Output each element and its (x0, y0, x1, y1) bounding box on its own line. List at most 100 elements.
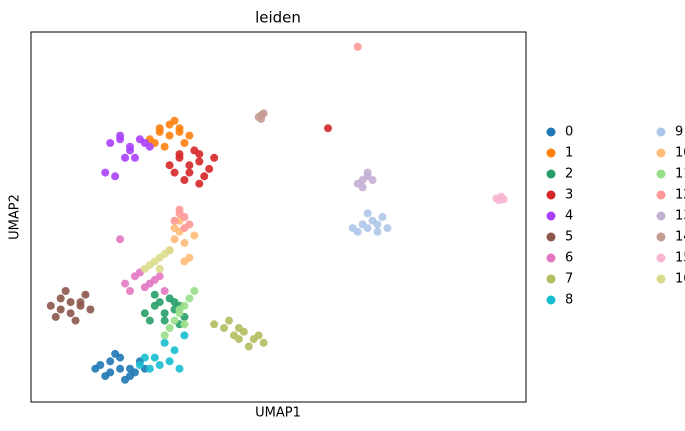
point (101, 372, 110, 381)
legend-label: 2 (565, 167, 573, 182)
legend-label: 15 (675, 251, 685, 266)
point (155, 264, 164, 273)
point (175, 150, 184, 159)
point (91, 364, 100, 373)
legend-label: 5 (565, 230, 573, 245)
legend-label: 14 (675, 230, 685, 245)
legend-label: 1 (565, 146, 573, 161)
legend-label: 8 (565, 293, 573, 308)
point (353, 227, 362, 236)
legend-label: 10 (675, 146, 685, 161)
point (130, 153, 139, 162)
point (56, 305, 65, 314)
point (185, 161, 194, 170)
point (121, 153, 130, 162)
legend-marker (656, 274, 666, 284)
point (180, 331, 189, 340)
point (170, 346, 179, 355)
legend-marker (656, 127, 666, 137)
legend-label: 12 (675, 188, 685, 203)
legend-marker (656, 190, 666, 200)
legend-label: 7 (565, 272, 573, 287)
point (254, 331, 263, 340)
point (180, 176, 189, 184)
point (180, 139, 189, 147)
point (185, 131, 194, 140)
point (140, 309, 149, 318)
point (150, 353, 159, 362)
point (363, 224, 372, 233)
point (225, 316, 233, 325)
point (106, 357, 115, 366)
legend-marker (546, 295, 556, 305)
point (353, 42, 362, 51)
point (116, 235, 125, 244)
point (244, 342, 253, 351)
point (101, 168, 110, 177)
point (190, 287, 199, 295)
plot-frame (30, 31, 527, 403)
point (165, 324, 174, 332)
point (165, 246, 174, 255)
point (259, 338, 268, 347)
point (116, 364, 125, 373)
point (170, 168, 179, 177)
point (180, 213, 189, 221)
point (160, 309, 169, 318)
legend-marker (546, 148, 556, 158)
point (205, 164, 214, 173)
y-axis-label: UMAP2 (8, 194, 23, 240)
point (76, 301, 85, 310)
point (155, 361, 164, 369)
legend-marker (656, 253, 666, 263)
point (155, 124, 164, 133)
x-axis-label: UMAP1 (255, 406, 301, 421)
point (180, 224, 189, 233)
legend-label: 4 (565, 209, 573, 224)
point (145, 364, 154, 373)
point (61, 287, 70, 295)
point (66, 298, 75, 307)
point (121, 279, 130, 288)
legend-marker (546, 127, 556, 137)
point (126, 142, 134, 151)
point (170, 116, 179, 125)
point (150, 290, 159, 299)
point (378, 213, 387, 221)
point (165, 131, 174, 140)
legend-marker (656, 169, 666, 179)
point (155, 272, 164, 281)
legend-marker (656, 232, 666, 242)
point (185, 168, 194, 177)
point (220, 324, 229, 332)
point (140, 353, 149, 362)
point (126, 287, 134, 295)
point (160, 142, 169, 151)
legend-marker (546, 169, 556, 179)
legend: 012345678910111213141516 (546, 125, 685, 308)
point (165, 357, 174, 366)
legend-label: 9 (675, 125, 683, 140)
point (195, 157, 204, 166)
point (373, 220, 382, 229)
point (165, 161, 174, 170)
point (170, 316, 179, 325)
point (175, 364, 184, 373)
point (160, 287, 169, 295)
point (234, 335, 243, 344)
point (111, 349, 120, 358)
point (363, 209, 372, 218)
point (195, 179, 204, 188)
point (200, 172, 209, 181)
legend-marker (546, 211, 556, 221)
point (51, 312, 60, 321)
chart-title: leiden (255, 9, 301, 27)
point (324, 124, 332, 133)
point (66, 309, 75, 318)
point (499, 195, 508, 204)
point (195, 150, 204, 159)
legend-label: 6 (565, 251, 573, 266)
point (175, 305, 184, 314)
legend-marker (546, 232, 556, 242)
point (363, 168, 372, 177)
